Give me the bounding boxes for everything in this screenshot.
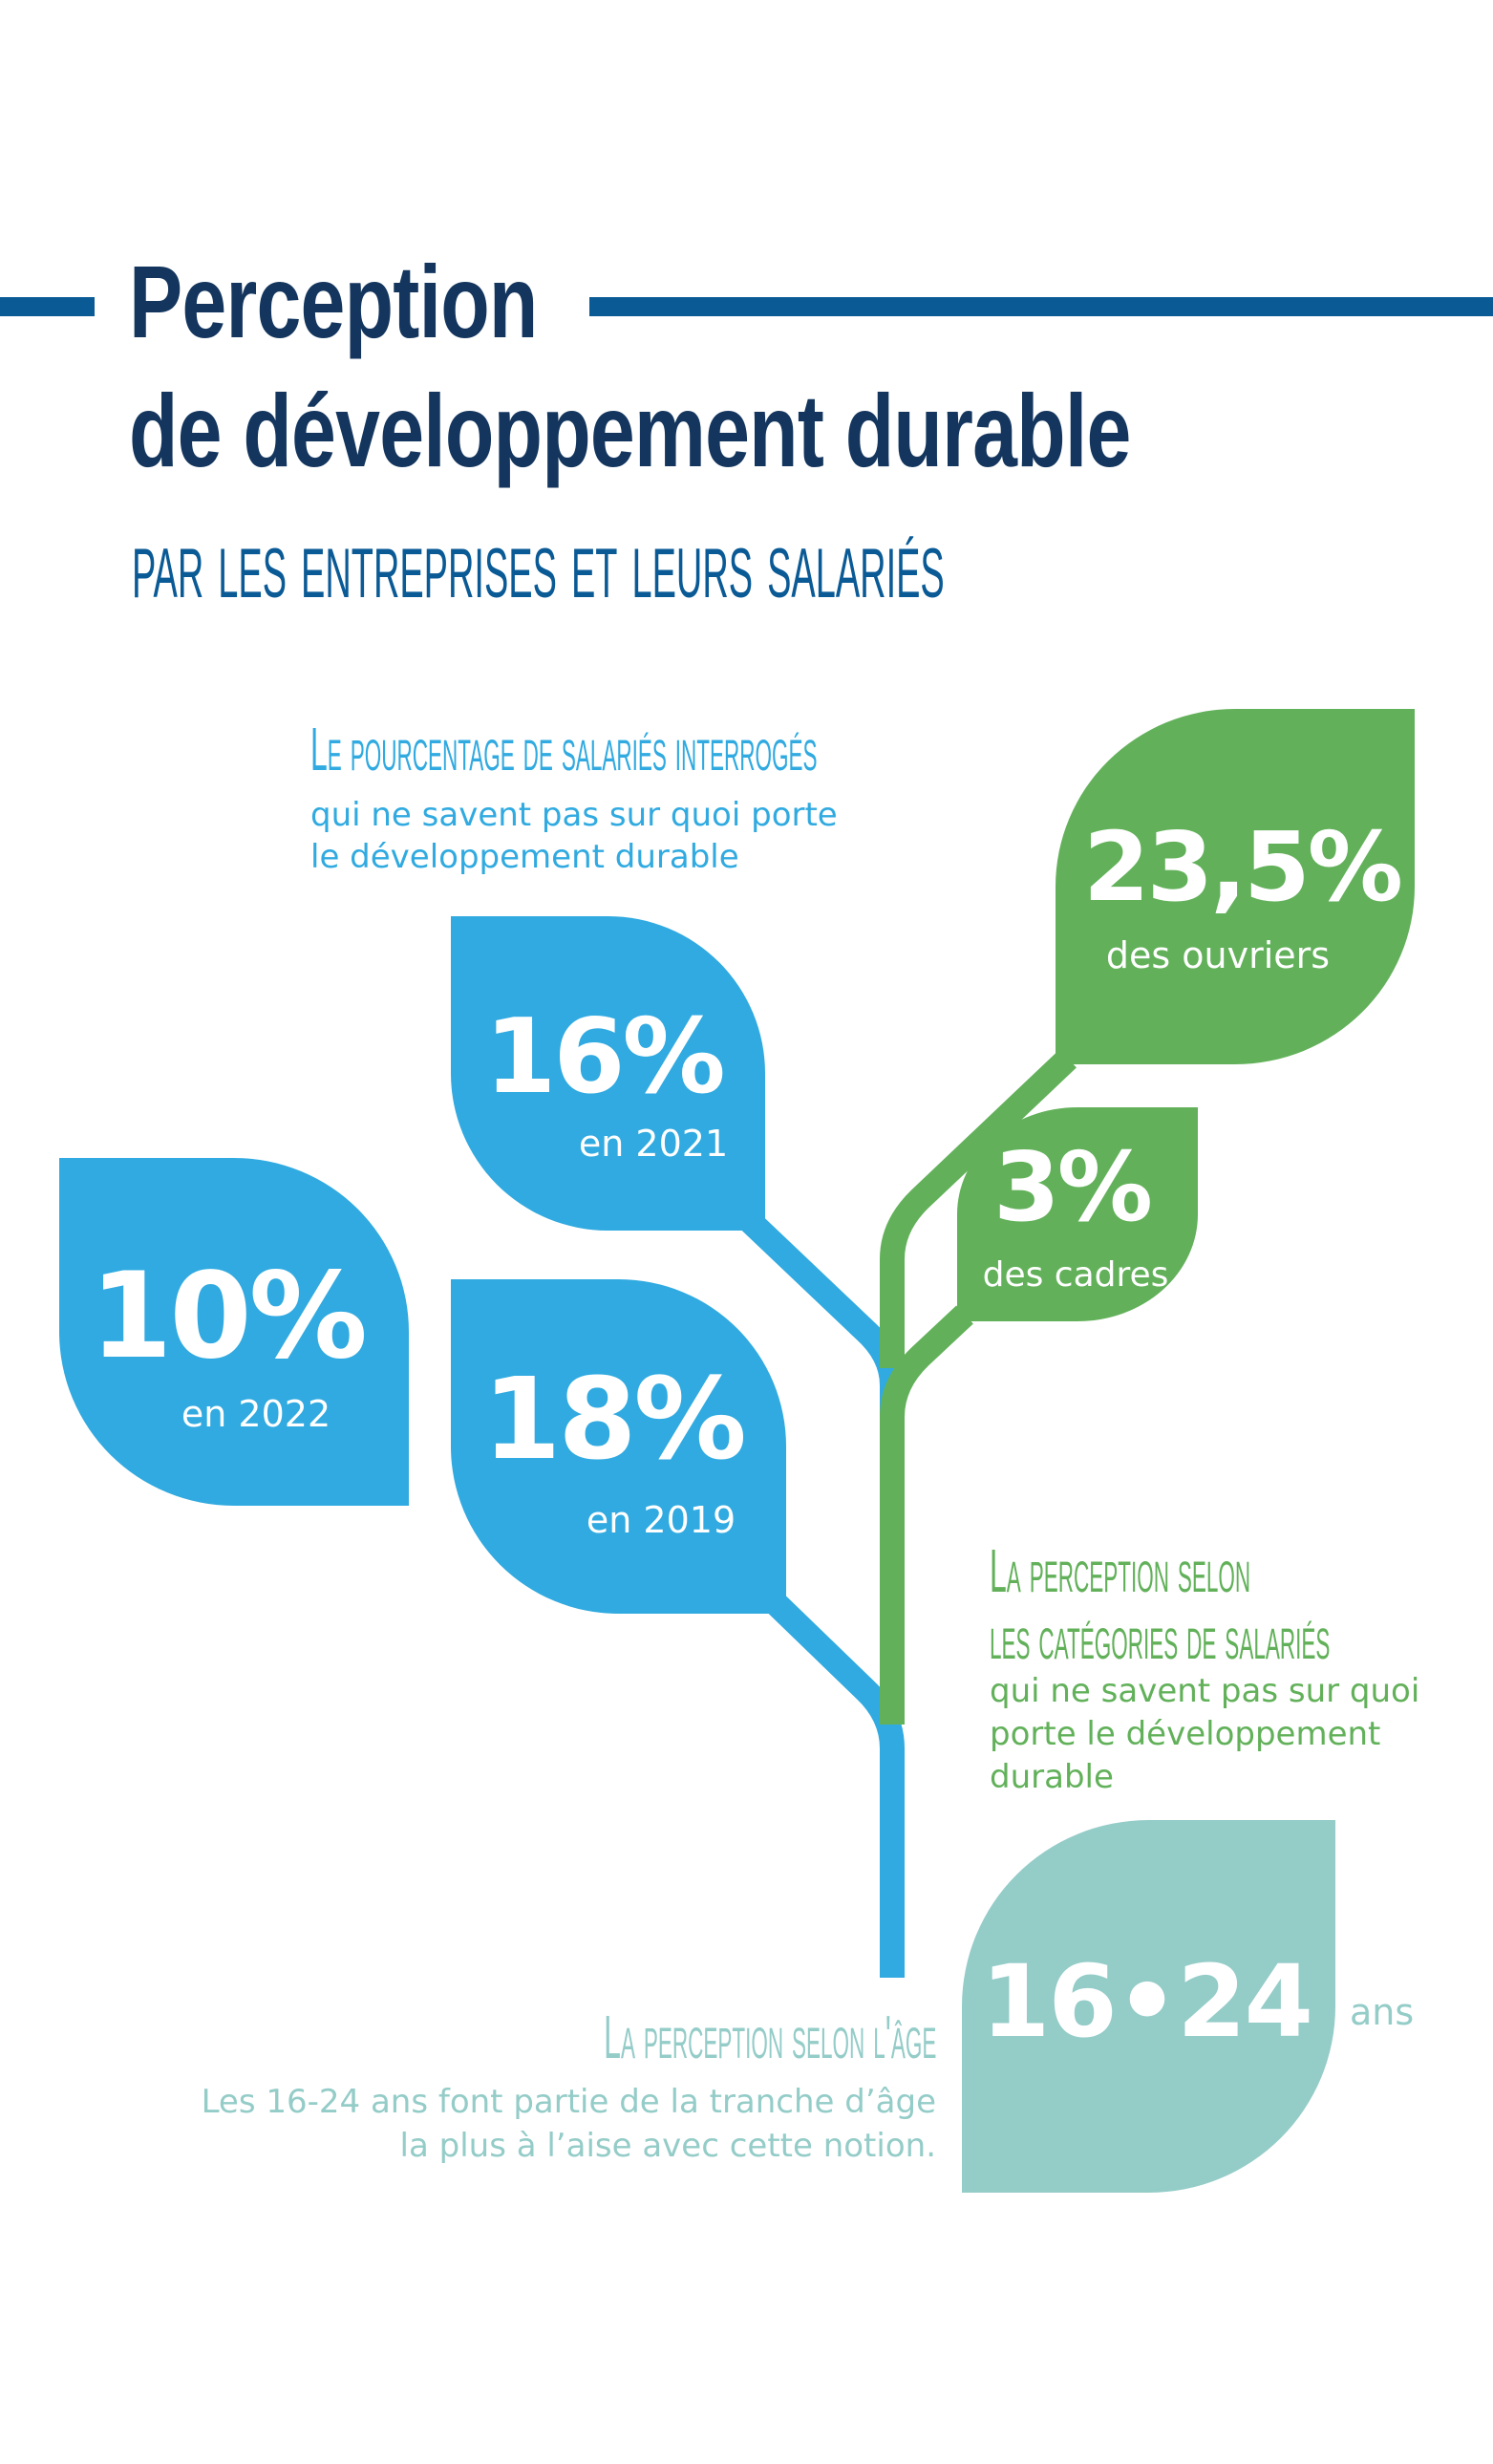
age-desc-line1: Les 16-24 ans font partie de la tranche … [201,2083,936,2121]
page-title-line1: Perception [129,244,538,359]
leaf-2019: 18% en 2019 [451,1279,786,1614]
age-unit: ans [1350,1991,1415,2033]
categories-desc-line1: qui ne savent pas sur quoi [990,1672,1420,1710]
stem-green-cadres [880,1305,973,1725]
leaf-value: 16% [484,997,726,1117]
leaf-value: 3% [993,1131,1153,1243]
leaf-2022: 10% en 2022 [59,1158,409,1506]
survey-desc-line1: qui ne savent pas sur quoi porte [310,796,838,834]
page-title-line2: de développement durable [129,373,1131,488]
page-subtitle: par les entreprises et leurs salariés [132,508,945,619]
leaf-ouvriers: 23,5% des ouvriers [1056,709,1415,1064]
stem-green-ouvriers [880,1049,1077,1368]
leaf-age: 16•24 [962,1820,1335,2193]
leaf-cadres: 3% des cadres [957,1107,1198,1321]
leaf-value: 18% [482,1353,746,1485]
age-heading: La perception selon l'âge [603,2003,936,2071]
age-value: 16•24 [981,1943,1313,2060]
leaf-value: 10% [90,1248,368,1385]
leaf-label: en 2019 [586,1499,736,1541]
categories-heading-line1: La perception selon [990,1536,1251,1605]
leaf-value: 23,5% [1083,811,1403,923]
leaf-2021: 16% en 2021 [451,916,765,1231]
categories-desc-line3: durable [990,1758,1114,1796]
age-desc-line2: la plus à l’aise avec cette notion. [399,2127,936,2165]
leaf-label: des cadres [982,1255,1169,1295]
leaf-label: des ouvriers [1105,934,1331,976]
categories-desc-line2: porte le développement [990,1715,1381,1753]
title-rule-left [0,297,95,316]
leaf-label: en 2021 [578,1123,729,1165]
survey-desc-line2: le développement durable [310,838,739,876]
survey-heading: Le pourcentage de salariés interrogés [310,715,818,783]
categories-heading-line2: les catégories de salariés [990,1603,1331,1672]
stem-blue-2019 [766,1594,905,1978]
title-rule-right [589,297,1493,316]
leaf-label: en 2022 [181,1393,331,1435]
